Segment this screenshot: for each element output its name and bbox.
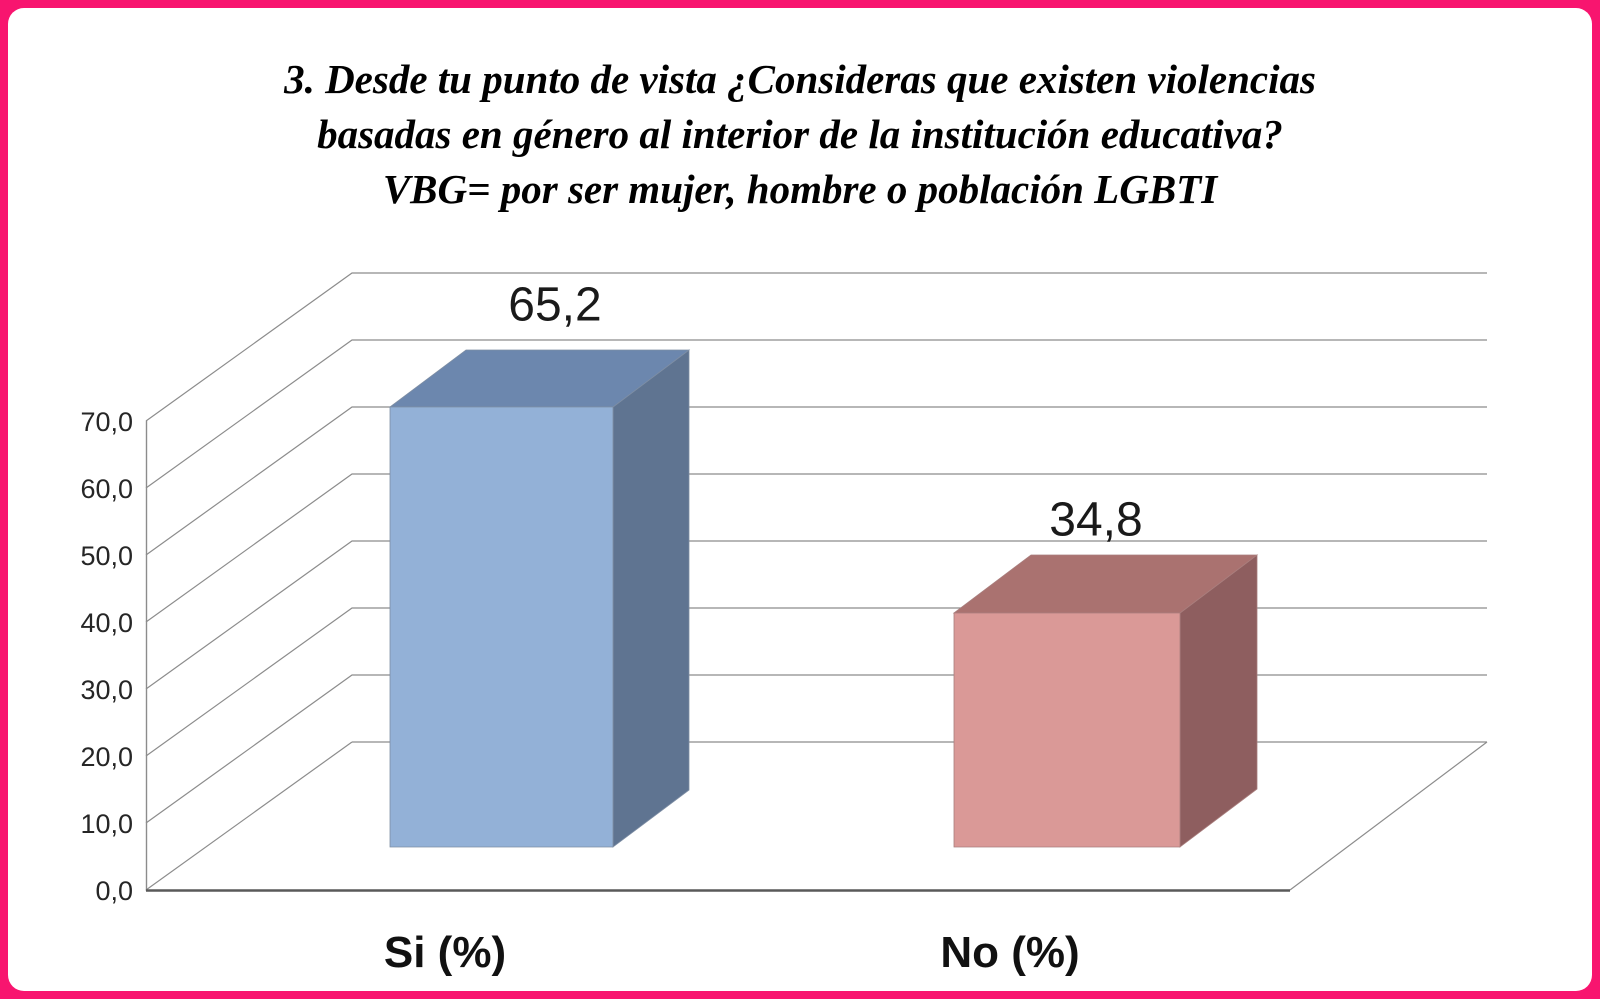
chart-title-line-2: basadas en género al interior de la inst…	[317, 111, 1283, 157]
chart-title: 3. Desde tu punto de vista ¿Consideras q…	[8, 52, 1592, 217]
data-label-no: 34,8	[1049, 493, 1143, 547]
gridline-40	[145, 473, 1487, 623]
bar-no-front	[953, 612, 1181, 848]
bar-no	[952, 554, 1259, 848]
bar-si-side	[612, 349, 690, 848]
chart-floor	[145, 741, 1488, 891]
category-label-si: Si (%)	[383, 928, 507, 977]
category-label-no: No (%)	[940, 928, 1080, 977]
y-gridlines	[145, 272, 1487, 824]
gridline-50	[145, 406, 1487, 556]
y-tick-label-30: 30,0	[80, 675, 133, 705]
gridline-60	[145, 339, 1487, 489]
y-tick-label-10: 10,0	[80, 809, 133, 839]
y-tick-label-70: 70,0	[80, 407, 133, 437]
y-tick-label-60: 60,0	[80, 474, 133, 504]
chart-canvas: 3. Desde tu punto de vista ¿Consideras q…	[8, 8, 1592, 991]
y-tick-label-50: 50,0	[80, 541, 133, 571]
bar-chart-3d-plot	[145, 272, 1488, 892]
data-label-si: 65,2	[508, 278, 602, 332]
y-tick-label-0: 0,0	[95, 876, 133, 906]
chart-title-line-3: VBG= por ser mujer, hombre o población L…	[382, 166, 1218, 212]
bar-si-front	[389, 406, 614, 848]
gridline-30	[145, 540, 1487, 690]
gridline-70	[145, 272, 1487, 422]
y-tick-label-40: 40,0	[80, 608, 133, 638]
bar-si	[388, 349, 691, 848]
chart-title-line-1: 3. Desde tu punto de vista ¿Consideras q…	[284, 56, 1316, 102]
y-tick-label-20: 20,0	[80, 742, 133, 772]
floor-left-edge	[145, 741, 353, 891]
floor-right-edge	[1289, 741, 1488, 891]
gridline-10	[145, 674, 1487, 824]
gridline-20	[145, 607, 1487, 757]
